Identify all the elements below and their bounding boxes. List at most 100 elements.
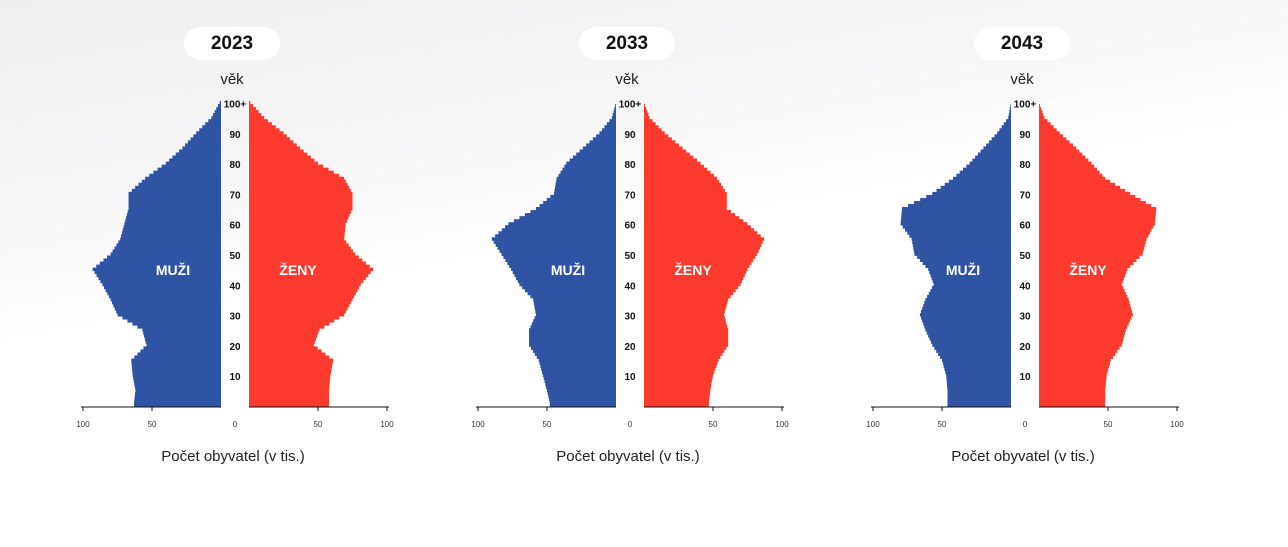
female-bar	[1039, 210, 1157, 214]
female-bar	[249, 300, 351, 305]
female-bar	[249, 346, 318, 350]
female-bar	[249, 134, 287, 138]
female-bar	[1039, 167, 1097, 172]
male-bar	[901, 213, 1011, 217]
male-bar	[134, 382, 221, 387]
male-bar	[141, 179, 221, 184]
female-bar	[1039, 394, 1106, 399]
male-bar	[544, 379, 616, 384]
male-bar	[930, 288, 1011, 293]
male-bar	[135, 388, 221, 393]
male-bar	[157, 167, 221, 172]
male-bar	[98, 276, 221, 281]
age-tick-label: 10	[1019, 372, 1031, 383]
age-tick-label: 60	[229, 221, 241, 232]
female-bar	[249, 331, 319, 335]
male-bar	[909, 234, 1011, 238]
female-bar	[249, 164, 324, 169]
female-bar	[249, 179, 346, 184]
female-bar	[249, 307, 348, 311]
female-bar	[644, 131, 665, 135]
female-bar	[1039, 303, 1131, 308]
x-tick-label: 50	[314, 420, 323, 429]
female-bar	[644, 110, 648, 114]
male-bar	[922, 261, 1011, 265]
male-bar	[948, 179, 1011, 184]
male-bar	[921, 316, 1011, 320]
female-bar	[249, 264, 370, 269]
male-bar	[566, 161, 616, 166]
female-bar	[1039, 328, 1126, 332]
male-bar	[530, 325, 616, 329]
male-bar	[920, 197, 1011, 202]
male-bar	[134, 400, 221, 405]
age-tick-label: 90	[1019, 130, 1031, 141]
male-bar	[604, 125, 616, 129]
male-bar	[99, 261, 221, 265]
female-bar	[644, 167, 708, 172]
female-bar	[644, 137, 672, 141]
age-tick-label: 100+	[224, 100, 247, 111]
female-bar	[644, 188, 725, 193]
male-bar	[922, 307, 1011, 311]
female-bar	[644, 276, 744, 281]
male-bar	[945, 370, 1011, 375]
female-bar	[249, 337, 317, 341]
male-bar	[940, 185, 1011, 190]
female-bar	[644, 355, 721, 359]
male-bar	[529, 343, 616, 347]
male-bar	[927, 294, 1011, 299]
male-bar	[612, 113, 616, 117]
female-bar	[1039, 279, 1123, 284]
male-bar	[112, 249, 221, 253]
female-bar	[249, 161, 318, 166]
female-bar	[249, 334, 318, 338]
female-bar	[249, 379, 330, 384]
male-bar	[569, 158, 616, 162]
year-title: 2033	[579, 27, 675, 60]
male-label: MUŽI	[551, 261, 585, 278]
female-bar	[249, 210, 352, 214]
female-bar	[1039, 261, 1134, 265]
male-bar	[529, 334, 616, 338]
female-bar	[1039, 246, 1145, 250]
female-bar	[249, 176, 345, 181]
female-bar	[249, 225, 346, 229]
female-bar	[249, 119, 269, 123]
male-bar	[908, 204, 1011, 208]
female-bar	[644, 364, 717, 369]
male-bar	[122, 228, 221, 232]
male-bar	[193, 134, 221, 138]
female-bar	[644, 376, 713, 381]
female-bar	[1039, 294, 1128, 299]
male-bar	[930, 273, 1011, 278]
age-tick-label: 90	[229, 130, 241, 141]
male-bar	[120, 237, 221, 241]
female-bar	[1039, 307, 1132, 311]
female-bar	[249, 170, 334, 175]
male-bar	[116, 310, 221, 314]
female-bar	[1039, 155, 1086, 159]
male-bar	[931, 276, 1011, 281]
male-bar	[547, 391, 616, 396]
female-bar	[644, 337, 729, 341]
female-bar	[249, 349, 322, 353]
female-bar	[249, 303, 350, 308]
female-bar	[249, 246, 351, 250]
male-bar	[1003, 122, 1011, 126]
female-bar	[644, 258, 754, 262]
male-bar	[553, 191, 616, 196]
male-bar	[921, 310, 1011, 314]
male-bar	[491, 237, 616, 241]
female-bar	[249, 355, 330, 359]
female-bar	[249, 222, 346, 226]
female-bar	[249, 188, 351, 193]
male-bar	[501, 252, 616, 256]
male-bar	[541, 367, 616, 372]
male-bar	[1010, 104, 1011, 108]
male-bar	[107, 255, 221, 259]
male-bar	[977, 152, 1011, 156]
female-bar	[1039, 188, 1126, 193]
female-bar	[644, 382, 712, 387]
male-bar	[534, 316, 616, 320]
